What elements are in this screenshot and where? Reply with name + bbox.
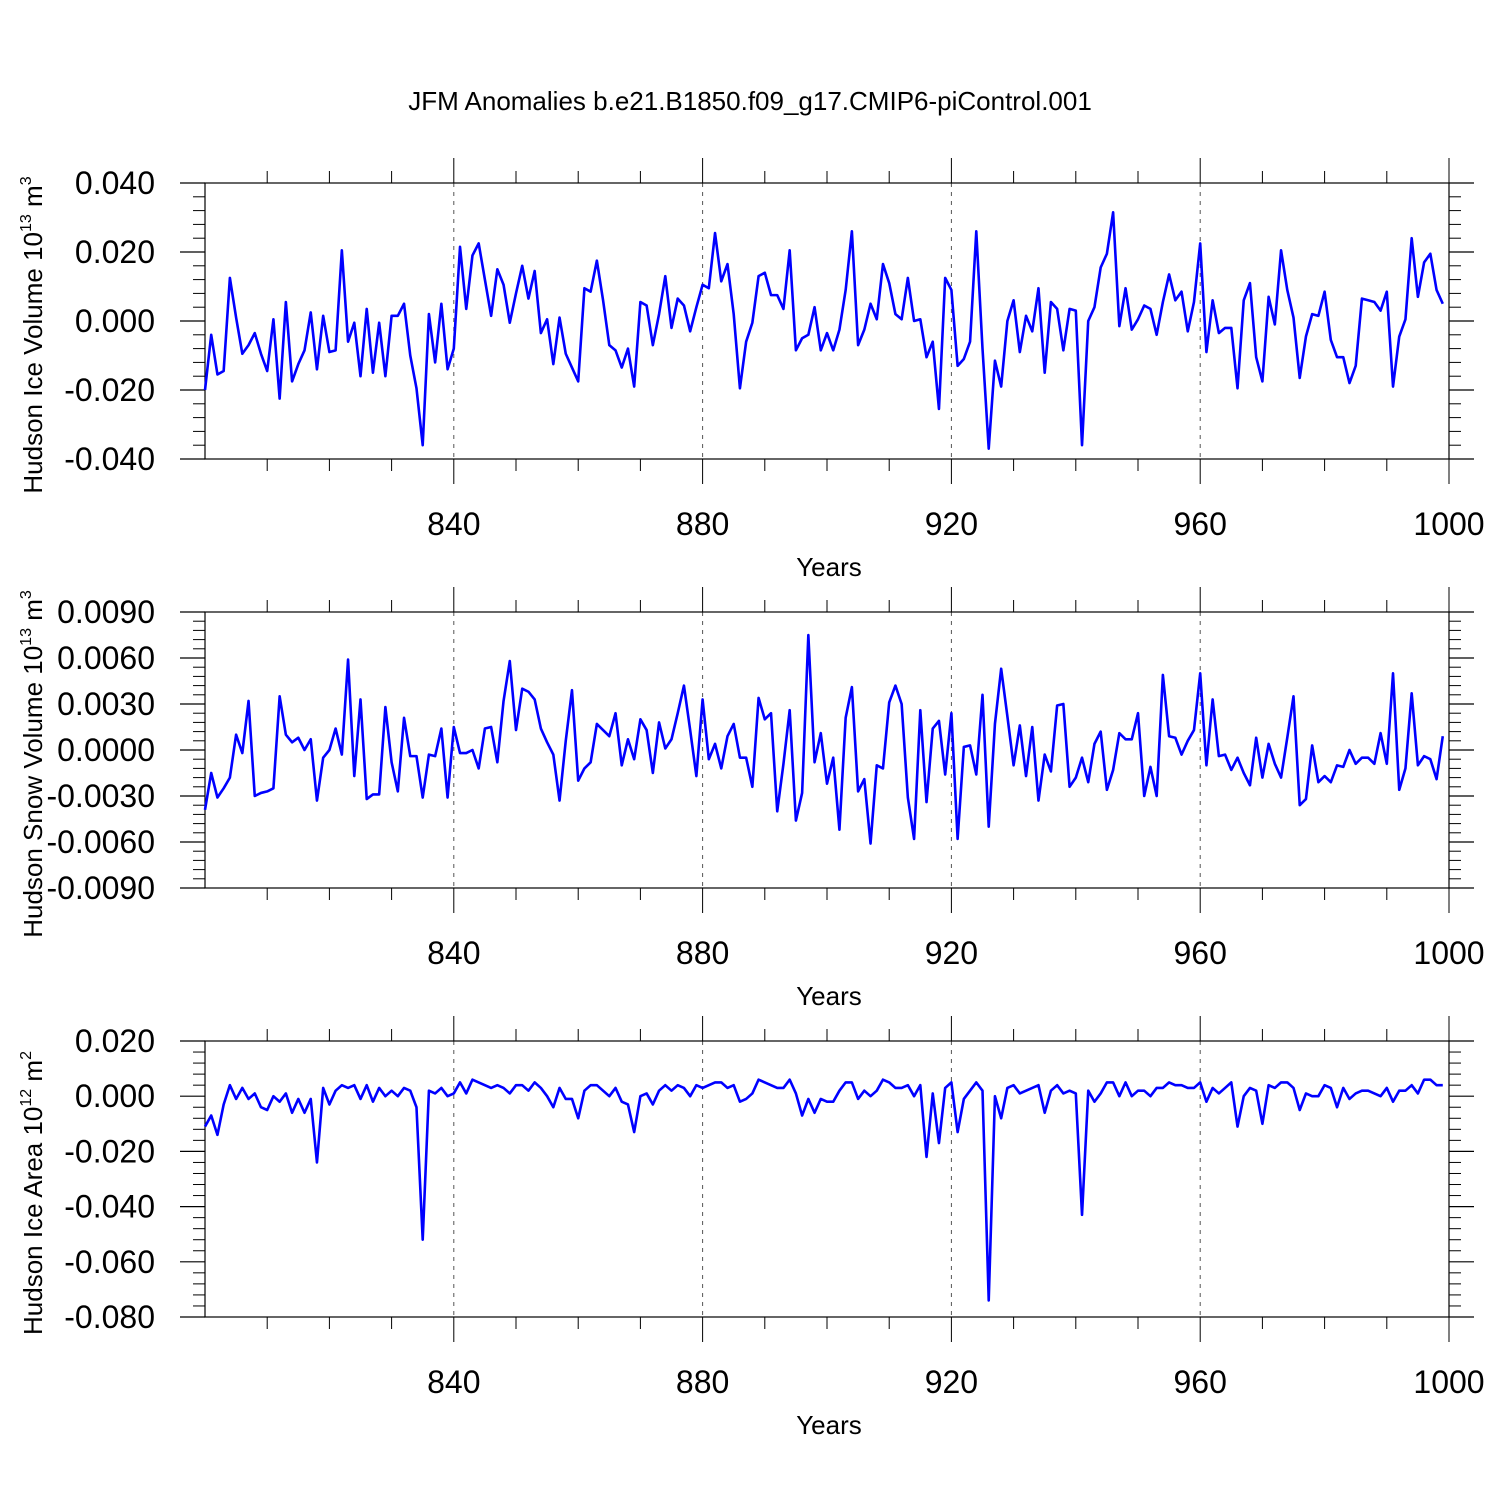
panel-2-ylabel-unit-exp: 3 [18, 590, 35, 599]
panel-2-ytick-label: -0.0030 [46, 778, 155, 814]
panel-3-ytick-label: -0.080 [64, 1299, 155, 1335]
panel-3-xtick-label: 1000 [1413, 1364, 1484, 1400]
panel-3: -0.080 -0.060 -0.040 -0.020 0.000 0.020 840 880… [18, 1016, 1485, 1440]
panel-2-ytick-label: 0.0030 [57, 686, 155, 722]
panel-3-xtick-label: 880 [676, 1364, 729, 1400]
panel-1-xtick-label: 960 [1174, 506, 1227, 542]
panel-1-ylabel: Hudson Ice Volume 1013 m3 [18, 176, 48, 493]
panel-1-series-line [203, 211, 1444, 450]
panel-2-ylabel-unit: m [18, 599, 48, 628]
panel-3-ylabel: Hudson Ice Area 1012 m2 [18, 1051, 48, 1335]
panel-2-ylabel: Hudson Snow Volume 1013 m3 [18, 590, 48, 938]
panel-1-xtick-label: 1000 [1413, 506, 1484, 542]
panel-2-xlabel: Years [796, 981, 862, 1011]
panel-2-ytick-label: 0.0000 [57, 732, 155, 768]
panel-3-ytick-label: 0.020 [75, 1023, 155, 1059]
panel-2-ytick-label: 0.0090 [57, 594, 155, 630]
panel-2-ytick-label: -0.0090 [46, 870, 155, 906]
panel-3-xtick-label: 920 [925, 1364, 978, 1400]
panel-3-xtick-label: 960 [1174, 1364, 1227, 1400]
panel-2: -0.0090 -0.0060 -0.0030 0.0000 0.0030 0.0060 0… [18, 587, 1485, 1011]
panel-3-ylabel-exp: 12 [18, 1089, 35, 1107]
panel-1-xlabel: Years [796, 552, 862, 582]
panel-1: -0.040 -0.020 0.000 0.020 0.040 840 880 920 960 1… [18, 158, 1485, 582]
panel-3-frame [204, 1040, 1450, 1318]
panel-3-ytick-label: 0.000 [75, 1078, 155, 1114]
panel-3-xlabel: Years [796, 1410, 862, 1440]
panel-3-ytick-label: -0.060 [64, 1244, 155, 1280]
panel-3-ytick-label: -0.020 [64, 1133, 155, 1169]
panel-2-xtick-label: 840 [427, 935, 480, 971]
panel-2-ytick-label: 0.0060 [57, 640, 155, 676]
panel-2-series-line [203, 633, 1445, 845]
panel-1-ylabel-exp: 13 [18, 214, 35, 232]
panel-3-ylabel-unit: m [18, 1060, 48, 1089]
panel-1-ylabel-text: Hudson Ice Volume 10 [18, 232, 48, 494]
panel-2-frame [204, 611, 1450, 889]
panel-1-ytick-label: 0.020 [75, 234, 155, 270]
panel-2-ylabel-exp: 13 [18, 628, 35, 646]
panel-3-xtick-label: 840 [427, 1364, 480, 1400]
panel-2-xtick-label: 880 [676, 935, 729, 971]
panel-2-ylabel-text: Hudson Snow Volume 10 [18, 646, 48, 938]
panel-1-ytick-label: 0.000 [75, 303, 155, 339]
panel-1-ytick-label: -0.020 [64, 372, 155, 408]
panel-2-xtick-label: 920 [925, 935, 978, 971]
panel-2-xtick-label: 1000 [1413, 935, 1484, 971]
figure-title: JFM Anomalies b.e21.B1850.f09_g17.CMIP6-… [408, 86, 1092, 116]
panel-1-xtick-label: 880 [676, 506, 729, 542]
panel-1-ylabel-unit: m [18, 185, 48, 214]
panel-2-ytick-label: -0.0060 [46, 824, 155, 860]
panel-1-xtick-label: 920 [925, 506, 978, 542]
panel-1-ytick-label: -0.040 [64, 441, 155, 477]
panel-3-ytick-label: -0.040 [64, 1189, 155, 1225]
panel-1-ylabel-unit-exp: 3 [18, 176, 35, 185]
panel-2-xtick-label: 960 [1174, 935, 1227, 971]
panel-3-ylabel-unit-exp: 2 [18, 1051, 35, 1060]
panel-3-series-line [203, 1078, 1443, 1302]
panel-1-ytick-label: 0.040 [75, 165, 155, 201]
panel-3-ylabel-text: Hudson Ice Area 10 [18, 1107, 48, 1335]
panel-1-xtick-label: 840 [427, 506, 480, 542]
